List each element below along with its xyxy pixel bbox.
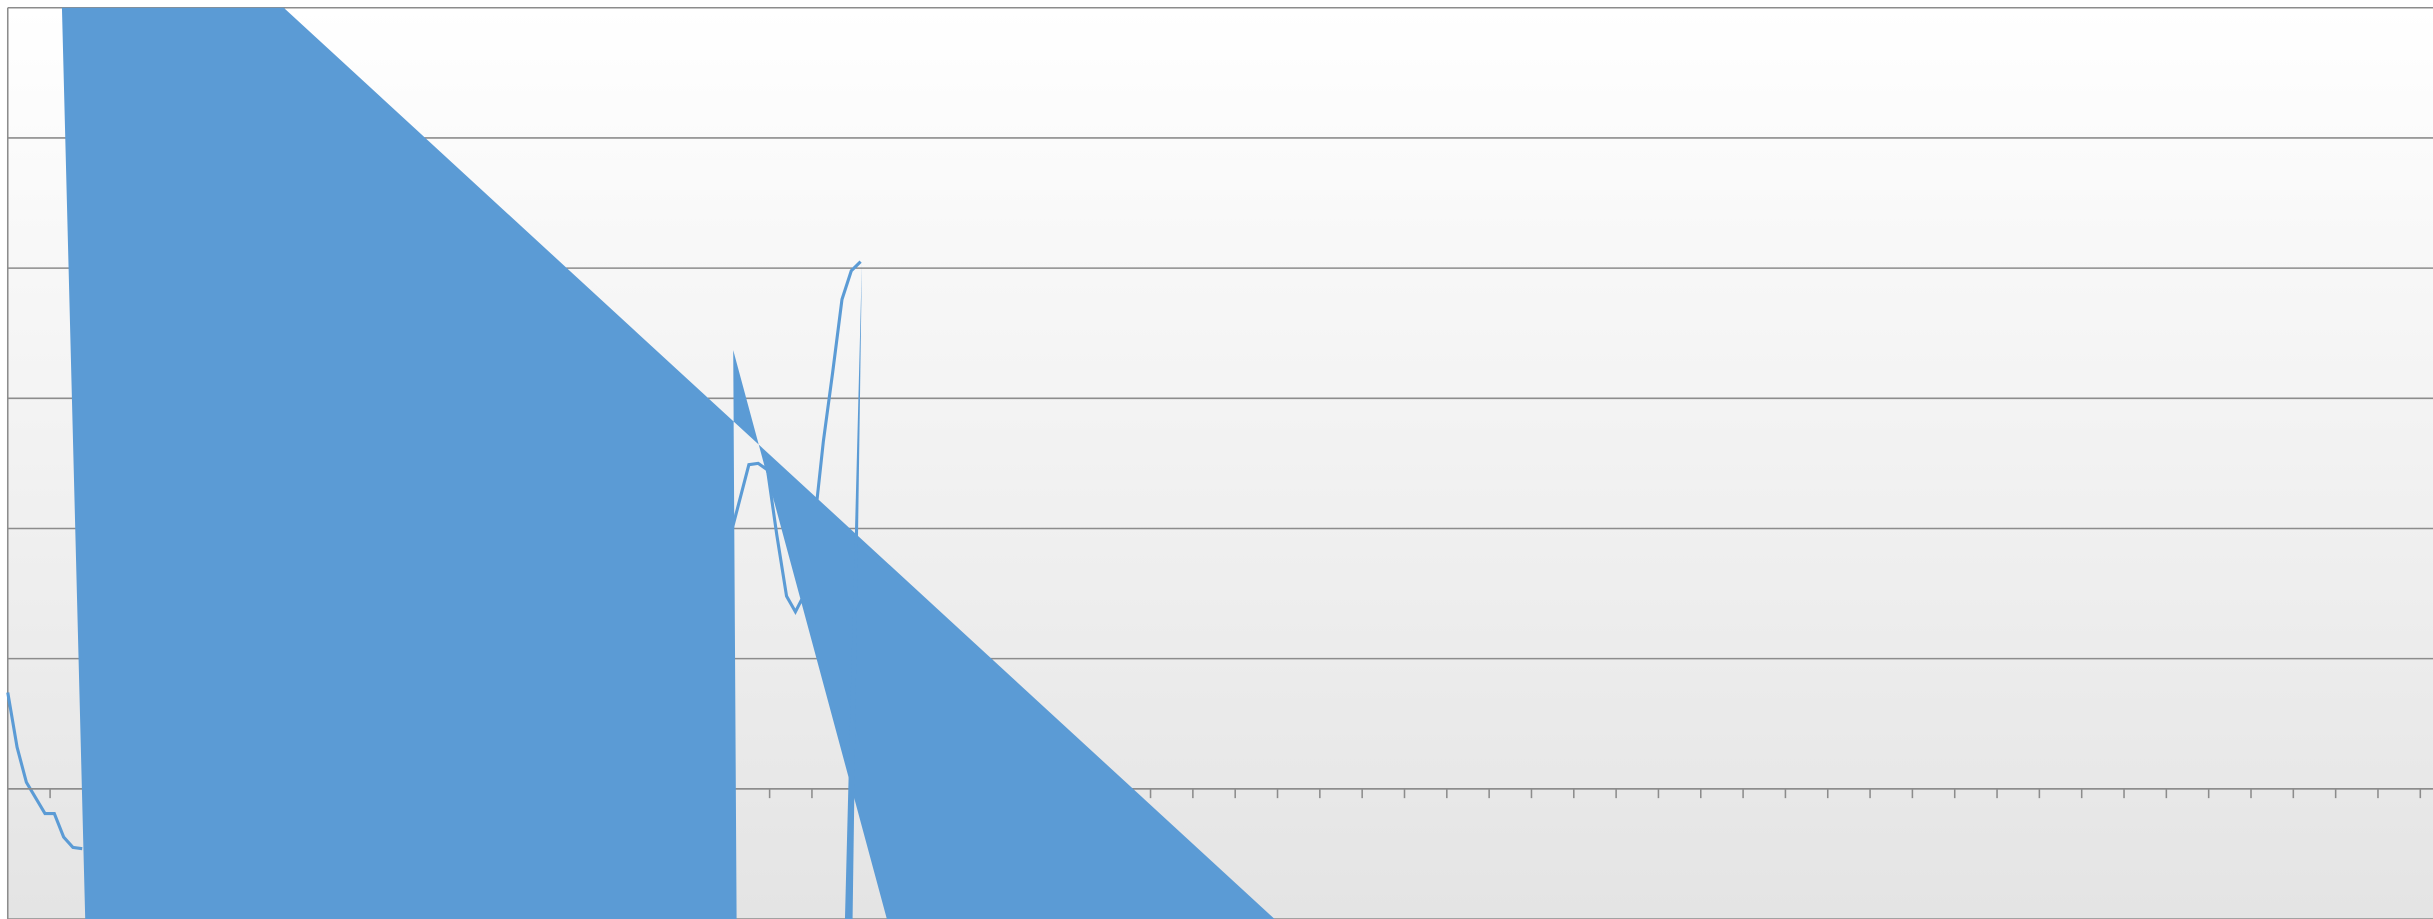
- area: [844, 262, 862, 919]
- area: [61, 7, 1275, 919]
- line: [6, 260, 862, 851]
